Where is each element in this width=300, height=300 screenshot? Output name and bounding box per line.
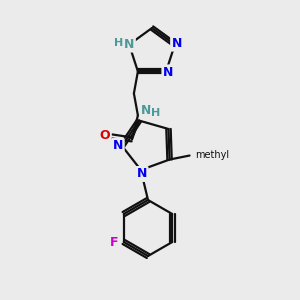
Text: N: N bbox=[141, 104, 151, 117]
Text: N: N bbox=[113, 140, 123, 152]
Text: H: H bbox=[151, 108, 160, 118]
Text: O: O bbox=[100, 129, 110, 142]
Text: N: N bbox=[172, 37, 182, 50]
Text: methyl: methyl bbox=[196, 149, 230, 160]
Text: N: N bbox=[163, 66, 173, 79]
Text: N: N bbox=[136, 167, 147, 181]
Text: F: F bbox=[110, 236, 118, 250]
Text: H: H bbox=[113, 38, 123, 48]
Text: N: N bbox=[124, 38, 134, 51]
